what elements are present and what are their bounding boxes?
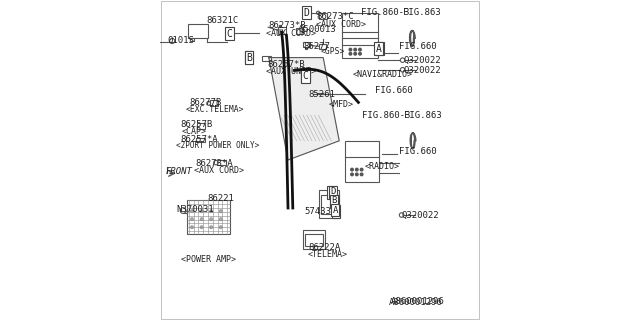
Text: <GPS>: <GPS> — [321, 47, 346, 56]
Text: C: C — [302, 71, 308, 81]
Circle shape — [351, 173, 353, 176]
Circle shape — [200, 226, 204, 229]
Text: <AUX CORD>: <AUX CORD> — [266, 29, 316, 38]
Circle shape — [191, 226, 193, 229]
Text: 86222A: 86222A — [309, 244, 341, 252]
Polygon shape — [269, 58, 339, 160]
Circle shape — [219, 226, 223, 229]
Text: 57433A: 57433A — [304, 207, 336, 216]
Text: 86221: 86221 — [207, 194, 234, 203]
Circle shape — [210, 226, 212, 229]
Text: <AUX UNIT>: <AUX UNIT> — [266, 67, 316, 76]
Circle shape — [210, 210, 212, 213]
Text: B: B — [332, 196, 337, 205]
Text: FIG.660: FIG.660 — [399, 42, 437, 51]
Text: Q320022: Q320022 — [404, 66, 442, 75]
Circle shape — [360, 168, 363, 171]
Text: <RADIO>: <RADIO> — [365, 162, 400, 171]
Text: FIG.860-3: FIG.860-3 — [361, 8, 410, 17]
Text: A: A — [377, 44, 383, 54]
Text: <EXC.TELEMA>: <EXC.TELEMA> — [186, 105, 244, 114]
Text: Q320022: Q320022 — [404, 56, 442, 65]
Text: 86321C: 86321C — [206, 16, 239, 25]
Circle shape — [349, 52, 352, 55]
Text: B: B — [246, 52, 252, 63]
Text: <POWER AMP>: <POWER AMP> — [181, 255, 236, 264]
Circle shape — [356, 168, 358, 171]
Text: A: A — [333, 206, 338, 215]
Text: D: D — [303, 8, 309, 18]
Text: A: A — [376, 44, 381, 54]
Text: FRONT: FRONT — [166, 167, 193, 176]
Text: 86273*A: 86273*A — [195, 159, 233, 168]
Circle shape — [354, 48, 356, 51]
Text: 86273*C: 86273*C — [317, 12, 355, 21]
Text: C: C — [227, 28, 233, 39]
Text: FIG.860-3: FIG.860-3 — [362, 111, 410, 120]
Circle shape — [359, 48, 361, 51]
Text: A860001296: A860001296 — [390, 297, 444, 306]
Text: 86257B: 86257B — [180, 120, 212, 129]
Text: 86257*B: 86257*B — [268, 60, 305, 68]
Text: <TELEMA>: <TELEMA> — [308, 250, 348, 259]
Circle shape — [360, 173, 363, 176]
Text: 86273*B: 86273*B — [268, 21, 306, 30]
Text: <MFD>: <MFD> — [329, 100, 354, 108]
Text: <CAP>: <CAP> — [182, 127, 207, 136]
Circle shape — [191, 210, 193, 213]
Circle shape — [210, 218, 212, 221]
Text: 0101S: 0101S — [167, 36, 194, 44]
Text: 86277B: 86277B — [189, 98, 221, 107]
Circle shape — [356, 173, 358, 176]
Circle shape — [191, 218, 193, 221]
Circle shape — [219, 210, 223, 213]
Circle shape — [359, 52, 361, 55]
Circle shape — [200, 210, 204, 213]
Circle shape — [219, 218, 223, 221]
Text: FIG.863: FIG.863 — [403, 8, 440, 17]
Text: N370031: N370031 — [177, 205, 214, 214]
Text: 86257*A: 86257*A — [180, 135, 218, 144]
Circle shape — [351, 168, 353, 171]
Text: <2PORT POWER ONLY>: <2PORT POWER ONLY> — [176, 141, 259, 150]
Text: Q500013: Q500013 — [298, 25, 336, 34]
Text: <AUX CORD>: <AUX CORD> — [193, 166, 244, 175]
Circle shape — [349, 48, 352, 51]
Text: C: C — [302, 71, 308, 81]
Text: A860001296: A860001296 — [388, 298, 442, 307]
Text: 86277: 86277 — [303, 42, 330, 51]
Circle shape — [354, 52, 356, 55]
Text: 85261: 85261 — [308, 90, 335, 99]
Text: FIG.863: FIG.863 — [404, 111, 442, 120]
Text: D: D — [330, 188, 335, 196]
Text: <NAVI&RADIO>: <NAVI&RADIO> — [353, 70, 413, 79]
Circle shape — [200, 218, 204, 221]
Text: <AUX CORD>: <AUX CORD> — [316, 20, 365, 28]
Text: Q320022: Q320022 — [402, 211, 440, 220]
Text: A: A — [333, 206, 339, 216]
Text: B: B — [246, 52, 252, 63]
Text: FIG.660: FIG.660 — [399, 147, 437, 156]
Text: FIG.660: FIG.660 — [375, 86, 413, 95]
Text: B: B — [332, 196, 337, 207]
Text: D: D — [328, 188, 334, 198]
